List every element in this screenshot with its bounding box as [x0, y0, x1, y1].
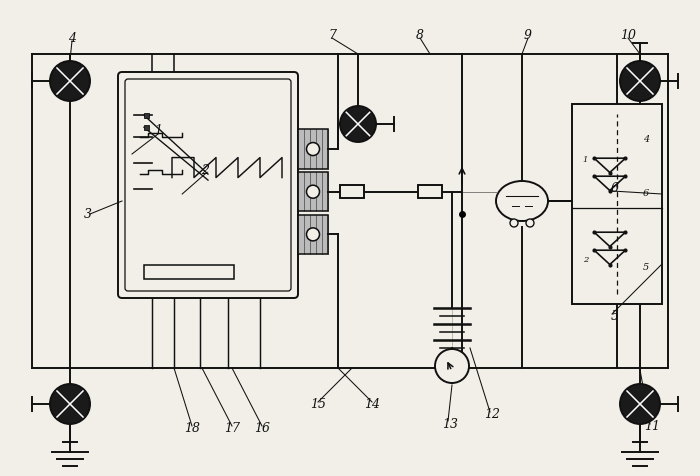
Text: 17: 17 [224, 422, 240, 435]
Text: 16: 16 [254, 422, 270, 435]
Circle shape [340, 106, 376, 142]
Bar [298, 172, 328, 211]
Text: 6: 6 [643, 189, 649, 198]
Circle shape [620, 384, 660, 424]
Text: 5: 5 [611, 309, 619, 323]
Text: 9: 9 [524, 30, 532, 42]
Bar [144, 125, 148, 130]
Bar [418, 185, 442, 198]
Bar [572, 104, 662, 304]
Text: 12: 12 [484, 407, 500, 420]
Bar [298, 129, 328, 169]
Circle shape [50, 61, 90, 101]
Text: 3: 3 [84, 208, 92, 220]
Circle shape [620, 61, 660, 101]
Bar [144, 113, 148, 118]
Bar [340, 185, 364, 198]
Circle shape [307, 185, 319, 198]
Text: 6: 6 [611, 181, 619, 195]
Circle shape [307, 142, 319, 156]
Text: 4: 4 [643, 136, 649, 145]
FancyBboxPatch shape [118, 72, 298, 298]
Text: 1: 1 [154, 123, 162, 137]
Circle shape [50, 384, 90, 424]
Text: 2: 2 [583, 256, 588, 264]
Circle shape [510, 219, 518, 227]
Ellipse shape [496, 181, 548, 221]
Bar [144, 265, 234, 279]
Text: 18: 18 [184, 422, 200, 435]
Text: 11: 11 [644, 419, 660, 433]
Circle shape [526, 219, 534, 227]
Text: 15: 15 [310, 397, 326, 410]
Text: 14: 14 [364, 397, 380, 410]
Text: 2: 2 [201, 165, 209, 178]
Text: 13: 13 [442, 417, 458, 430]
Text: 10: 10 [620, 30, 636, 42]
Text: 1: 1 [583, 156, 588, 164]
Text: 8: 8 [416, 30, 424, 42]
Bar [298, 215, 328, 254]
Circle shape [307, 228, 319, 241]
Circle shape [435, 349, 469, 383]
Text: 5: 5 [643, 264, 649, 272]
Text: 4: 4 [68, 31, 76, 44]
Text: 7: 7 [328, 30, 336, 42]
